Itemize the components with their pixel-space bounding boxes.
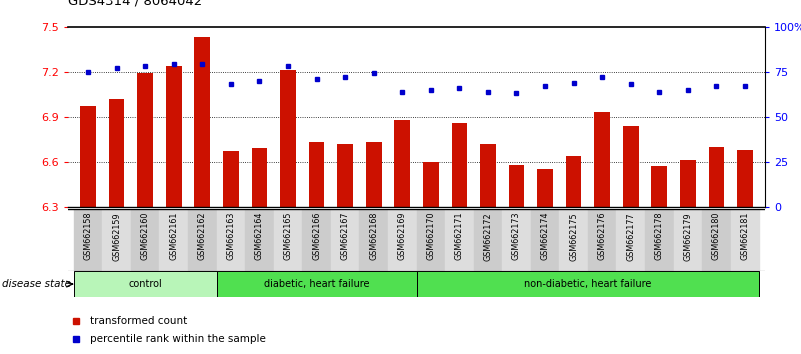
Text: GSM662173: GSM662173: [512, 212, 521, 261]
Text: GSM662176: GSM662176: [598, 212, 606, 261]
Bar: [131, 209, 159, 271]
Bar: [331, 209, 360, 271]
Bar: [109, 99, 124, 207]
Bar: [308, 142, 324, 207]
Text: transformed count: transformed count: [91, 316, 187, 326]
Bar: [709, 147, 724, 207]
Text: GSM662164: GSM662164: [255, 212, 264, 260]
Bar: [74, 271, 216, 297]
Bar: [623, 126, 638, 207]
Text: GSM662160: GSM662160: [141, 212, 150, 260]
Bar: [137, 73, 153, 207]
Text: disease state: disease state: [2, 279, 70, 289]
Text: GSM662169: GSM662169: [398, 212, 407, 261]
Text: GSM662172: GSM662172: [484, 212, 493, 261]
Text: GSM662180: GSM662180: [712, 212, 721, 260]
Text: GSM662179: GSM662179: [683, 212, 692, 261]
Text: control: control: [128, 279, 162, 289]
Text: percentile rank within the sample: percentile rank within the sample: [91, 334, 266, 344]
Text: GSM662178: GSM662178: [654, 212, 664, 261]
Bar: [737, 150, 753, 207]
Bar: [274, 209, 302, 271]
Bar: [509, 165, 525, 207]
Bar: [166, 65, 182, 207]
Bar: [302, 209, 331, 271]
Text: non-diabetic, heart failure: non-diabetic, heart failure: [524, 279, 651, 289]
Bar: [680, 160, 696, 207]
Bar: [452, 123, 467, 207]
Bar: [388, 209, 417, 271]
Bar: [588, 209, 617, 271]
Bar: [366, 142, 381, 207]
Bar: [594, 112, 610, 207]
Bar: [280, 70, 296, 207]
Bar: [674, 209, 702, 271]
Text: GSM662181: GSM662181: [740, 212, 750, 260]
Text: GSM662175: GSM662175: [569, 212, 578, 261]
Text: diabetic, heart failure: diabetic, heart failure: [264, 279, 369, 289]
Bar: [731, 209, 759, 271]
Bar: [252, 148, 268, 207]
Text: GSM662158: GSM662158: [83, 212, 93, 261]
Bar: [417, 209, 445, 271]
Bar: [445, 209, 473, 271]
Text: GSM662171: GSM662171: [455, 212, 464, 261]
Bar: [645, 209, 674, 271]
Bar: [216, 209, 245, 271]
Text: GSM662174: GSM662174: [541, 212, 549, 261]
Text: GSM662168: GSM662168: [369, 212, 378, 260]
Bar: [537, 170, 553, 207]
Bar: [559, 209, 588, 271]
Bar: [617, 209, 645, 271]
Bar: [103, 209, 131, 271]
Bar: [566, 156, 582, 207]
Bar: [480, 144, 496, 207]
Text: GSM662170: GSM662170: [426, 212, 435, 261]
Bar: [337, 144, 353, 207]
Bar: [360, 209, 388, 271]
Bar: [216, 271, 417, 297]
Text: GSM662163: GSM662163: [227, 212, 235, 260]
Text: GSM662162: GSM662162: [198, 212, 207, 261]
Text: GDS4314 / 8064042: GDS4314 / 8064042: [68, 0, 203, 7]
Bar: [394, 120, 410, 207]
Bar: [502, 209, 531, 271]
Bar: [417, 271, 759, 297]
Bar: [74, 209, 103, 271]
Bar: [80, 106, 96, 207]
Bar: [423, 162, 439, 207]
Bar: [245, 209, 274, 271]
Text: GSM662161: GSM662161: [169, 212, 179, 260]
Text: GSM662167: GSM662167: [340, 212, 349, 261]
Bar: [159, 209, 188, 271]
Text: GSM662159: GSM662159: [112, 212, 121, 261]
Bar: [188, 209, 216, 271]
Bar: [473, 209, 502, 271]
Text: GSM662165: GSM662165: [284, 212, 292, 261]
Text: GSM662177: GSM662177: [626, 212, 635, 261]
Text: GSM662166: GSM662166: [312, 212, 321, 260]
Bar: [223, 152, 239, 207]
Bar: [531, 209, 559, 271]
Bar: [651, 166, 667, 207]
Bar: [702, 209, 731, 271]
Bar: [195, 37, 210, 207]
